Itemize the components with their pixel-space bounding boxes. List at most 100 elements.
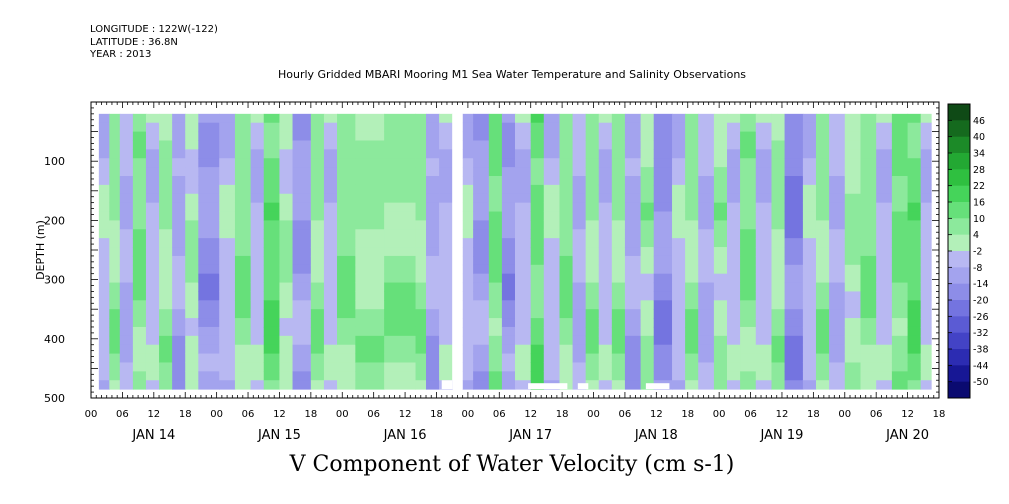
- heatmap-cell: [145, 122, 160, 133]
- heatmap-cell: [640, 264, 655, 275]
- heatmap-cell: [598, 211, 613, 221]
- heatmap-cell: [279, 184, 294, 195]
- heatmap-cell: [611, 282, 626, 292]
- heatmap-cell: [844, 176, 861, 186]
- heatmap-cell: [415, 176, 427, 186]
- heatmap-cell: [415, 300, 427, 310]
- colorbar-label: -32: [973, 328, 989, 339]
- heatmap-cell: [279, 371, 294, 381]
- heatmap-cell: [802, 211, 817, 221]
- heatmap-cell: [876, 238, 893, 248]
- heatmap-cell: [598, 371, 613, 381]
- heatmap-cell: [384, 362, 417, 372]
- heatmap-cell: [698, 326, 715, 337]
- heatmap-cell: [98, 255, 110, 266]
- heatmap-cell: [860, 184, 877, 195]
- heatmap-cell: [829, 167, 846, 177]
- heatmap-cell: [185, 193, 199, 204]
- heatmap-cell: [98, 309, 110, 319]
- heatmap-cell: [250, 380, 265, 390]
- heatmap-cell: [159, 113, 173, 124]
- heatmap-cell: [310, 140, 325, 150]
- heatmap-cell: [530, 229, 545, 239]
- heatmap-cell: [685, 176, 699, 186]
- heatmap-cell: [727, 300, 741, 310]
- heatmap-cell: [415, 255, 427, 266]
- heatmap-cell: [771, 335, 786, 346]
- heatmap-cell: [462, 309, 474, 319]
- heatmap-cell: [907, 326, 922, 337]
- heatmap-cell: [713, 380, 728, 390]
- heatmap-cell: [585, 282, 600, 292]
- heatmap-cell: [713, 291, 728, 301]
- heatmap-cell: [515, 131, 532, 141]
- heatmap-cell: [109, 167, 121, 177]
- heatmap-cell: [98, 167, 110, 177]
- heatmap-cell: [815, 131, 830, 141]
- heatmap-cell: [292, 282, 312, 292]
- heatmap-cell: [585, 318, 600, 328]
- heatmap-cell: [698, 238, 715, 248]
- heatmap-cell: [198, 140, 220, 150]
- heatmap-cell: [415, 380, 427, 390]
- heatmap-cell: [530, 140, 545, 150]
- heatmap-cell: [920, 211, 932, 221]
- heatmap-cell: [640, 291, 655, 301]
- heatmap-cell: [279, 167, 294, 177]
- heatmap-cell: [698, 184, 715, 195]
- heatmap-cell: [624, 291, 642, 301]
- heatmap-cell: [784, 202, 804, 213]
- heatmap-cell: [185, 149, 199, 159]
- heatmap-cell: [653, 193, 673, 204]
- heatmap-cell: [860, 247, 877, 257]
- heatmap-cell: [219, 220, 236, 230]
- heatmap-cell: [473, 264, 490, 275]
- heatmap-cell: [784, 318, 804, 328]
- heatmap-cell: [415, 282, 427, 292]
- heatmap-cell: [159, 380, 173, 390]
- heatmap-cell: [653, 140, 673, 150]
- heatmap-cell: [172, 176, 186, 186]
- heatmap-cell: [891, 335, 909, 346]
- heatmap-cell: [488, 255, 503, 266]
- heatmap-cell: [755, 264, 772, 275]
- heatmap-cell: [501, 149, 516, 159]
- heatmap-cell: [829, 202, 846, 213]
- heatmap-cell: [337, 300, 356, 310]
- heatmap-cell: [698, 318, 715, 328]
- heatmap-cell: [713, 167, 728, 177]
- heatmap-cell: [234, 113, 252, 124]
- heatmap-cell: [920, 264, 932, 275]
- heatmap-cell: [815, 220, 830, 230]
- heatmap-cell: [337, 193, 356, 204]
- heatmap-cell: [119, 229, 134, 239]
- heatmap-cell: [713, 344, 728, 355]
- heatmap-cell: [611, 202, 626, 213]
- heatmap-cell: [829, 176, 846, 186]
- heatmap-cell: [685, 113, 699, 124]
- heatmap-cell: [740, 335, 757, 346]
- heatmap-cell: [132, 335, 147, 346]
- heatmap-cell: [624, 326, 642, 337]
- heatmap-cell: [198, 158, 220, 168]
- heatmap-cell: [515, 362, 532, 372]
- heatmap-cell: [755, 335, 772, 346]
- heatmap-cell: [740, 255, 757, 266]
- heatmap-cell: [624, 202, 642, 213]
- heatmap-cell: [585, 291, 600, 301]
- heatmap-cell: [802, 131, 817, 141]
- heatmap-cell: [755, 184, 772, 195]
- heatmap-cell: [109, 220, 121, 230]
- heatmap-cell: [310, 255, 325, 266]
- colorbar-label: -38: [973, 345, 989, 356]
- heatmap-cell: [310, 202, 325, 213]
- heatmap-cell: [172, 113, 186, 124]
- heatmap-cell: [771, 149, 786, 159]
- heatmap-cell: [713, 238, 728, 248]
- heatmap-cell: [159, 193, 173, 204]
- heatmap-cell: [473, 255, 490, 266]
- heatmap-cell: [501, 291, 516, 301]
- heatmap-cell: [920, 380, 932, 390]
- x-hour-tick-label: 18: [807, 409, 820, 420]
- heatmap-cell: [891, 131, 909, 141]
